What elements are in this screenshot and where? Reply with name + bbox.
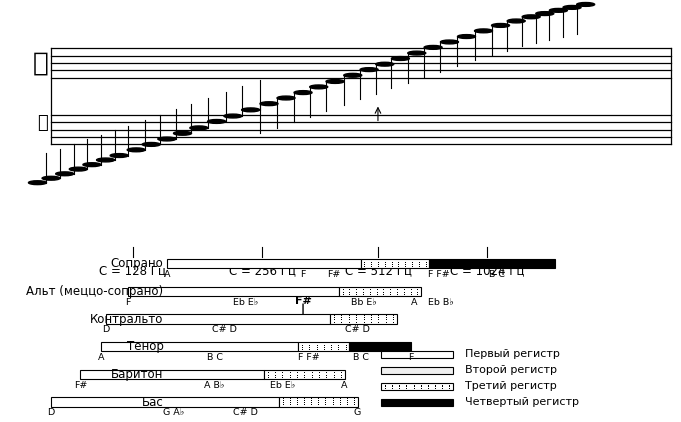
Bar xyxy=(80,370,264,379)
Text: F#: F# xyxy=(74,381,87,390)
Ellipse shape xyxy=(408,51,426,55)
Bar xyxy=(106,314,330,324)
Ellipse shape xyxy=(376,62,394,66)
Bar xyxy=(339,287,421,296)
Ellipse shape xyxy=(577,3,595,6)
Text: F F#: F F# xyxy=(298,353,319,362)
Bar xyxy=(264,370,345,379)
Text: Баритон: Баритон xyxy=(111,368,163,381)
Text: Bb E♭: Bb E♭ xyxy=(351,298,377,306)
Ellipse shape xyxy=(458,35,475,38)
Text: Второй регистр: Второй регистр xyxy=(465,365,557,376)
Ellipse shape xyxy=(69,167,87,171)
Ellipse shape xyxy=(260,102,278,106)
Ellipse shape xyxy=(550,8,567,12)
Text: F: F xyxy=(125,298,131,306)
Bar xyxy=(361,259,429,268)
Text: F: F xyxy=(408,353,413,362)
Ellipse shape xyxy=(310,85,328,89)
Text: Сопрано: Сопрано xyxy=(111,257,163,270)
Ellipse shape xyxy=(277,96,295,100)
Bar xyxy=(279,398,358,407)
Ellipse shape xyxy=(326,79,344,84)
Bar xyxy=(381,351,453,358)
Text: C# D: C# D xyxy=(345,325,370,334)
Bar xyxy=(381,383,453,390)
Ellipse shape xyxy=(158,137,176,141)
Text: C = 1024 Гц: C = 1024 Гц xyxy=(449,264,524,277)
Ellipse shape xyxy=(507,19,525,23)
Text: C = 512 Гц: C = 512 Гц xyxy=(345,264,411,277)
Ellipse shape xyxy=(224,114,242,118)
Text: 𝄞: 𝄞 xyxy=(33,51,49,76)
Ellipse shape xyxy=(392,57,409,60)
Text: Eb E♭: Eb E♭ xyxy=(232,298,258,306)
Ellipse shape xyxy=(97,158,114,162)
Text: Альт (меццо-сопрано): Альт (меццо-сопрано) xyxy=(27,285,163,298)
Text: D: D xyxy=(102,325,109,334)
Text: Eb E♭: Eb E♭ xyxy=(270,381,296,390)
Text: A: A xyxy=(97,353,104,362)
Ellipse shape xyxy=(29,181,46,184)
Ellipse shape xyxy=(190,126,208,130)
Text: Тенор: Тенор xyxy=(127,340,163,353)
Ellipse shape xyxy=(56,172,74,176)
Text: Бас: Бас xyxy=(142,395,163,408)
Bar xyxy=(101,342,298,352)
Text: F: F xyxy=(300,270,306,279)
Text: F F#: F F# xyxy=(428,270,450,279)
Bar xyxy=(298,342,349,352)
Ellipse shape xyxy=(424,46,442,49)
Bar xyxy=(128,287,339,296)
Text: A B♭: A B♭ xyxy=(204,381,225,390)
Bar xyxy=(429,259,555,268)
Text: C = 256 Гц: C = 256 Гц xyxy=(229,264,296,277)
Ellipse shape xyxy=(563,5,581,9)
Text: Eb B♭: Eb B♭ xyxy=(428,298,454,306)
Bar xyxy=(330,314,397,324)
Ellipse shape xyxy=(142,143,160,146)
Text: G A♭: G A♭ xyxy=(163,408,185,417)
Ellipse shape xyxy=(441,40,458,44)
Ellipse shape xyxy=(83,163,101,167)
Text: B C: B C xyxy=(489,270,505,279)
Text: A: A xyxy=(341,381,348,390)
Bar xyxy=(381,367,453,374)
Bar xyxy=(167,259,361,268)
Ellipse shape xyxy=(42,176,60,180)
Ellipse shape xyxy=(294,91,312,95)
Text: D: D xyxy=(48,408,54,417)
Ellipse shape xyxy=(522,15,540,19)
Text: A: A xyxy=(411,298,417,306)
Text: Первый регистр: Первый регистр xyxy=(465,349,560,360)
Ellipse shape xyxy=(475,29,492,33)
Text: C# D: C# D xyxy=(212,325,237,334)
Ellipse shape xyxy=(110,154,128,157)
Bar xyxy=(51,398,279,407)
Text: Четвертый регистр: Четвертый регистр xyxy=(465,398,579,407)
Ellipse shape xyxy=(174,131,191,135)
Ellipse shape xyxy=(344,73,362,77)
Ellipse shape xyxy=(360,68,378,72)
Ellipse shape xyxy=(208,119,225,123)
Text: Контральто: Контральто xyxy=(90,313,163,325)
Text: Третий регистр: Третий регистр xyxy=(465,381,557,391)
Text: G: G xyxy=(354,408,361,417)
Text: F#: F# xyxy=(327,270,340,279)
Ellipse shape xyxy=(492,24,509,27)
Text: A: A xyxy=(163,270,170,279)
Bar xyxy=(349,342,411,352)
Text: F#: F# xyxy=(295,296,311,306)
Text: C = 128 Гц: C = 128 Гц xyxy=(99,264,166,277)
Bar xyxy=(381,399,453,406)
Text: 𝄢: 𝄢 xyxy=(37,114,48,132)
Ellipse shape xyxy=(536,12,554,16)
Text: B C: B C xyxy=(353,353,369,362)
Ellipse shape xyxy=(127,148,145,152)
Text: C# D: C# D xyxy=(233,408,257,417)
Text: B C: B C xyxy=(206,353,223,362)
Ellipse shape xyxy=(242,108,259,112)
